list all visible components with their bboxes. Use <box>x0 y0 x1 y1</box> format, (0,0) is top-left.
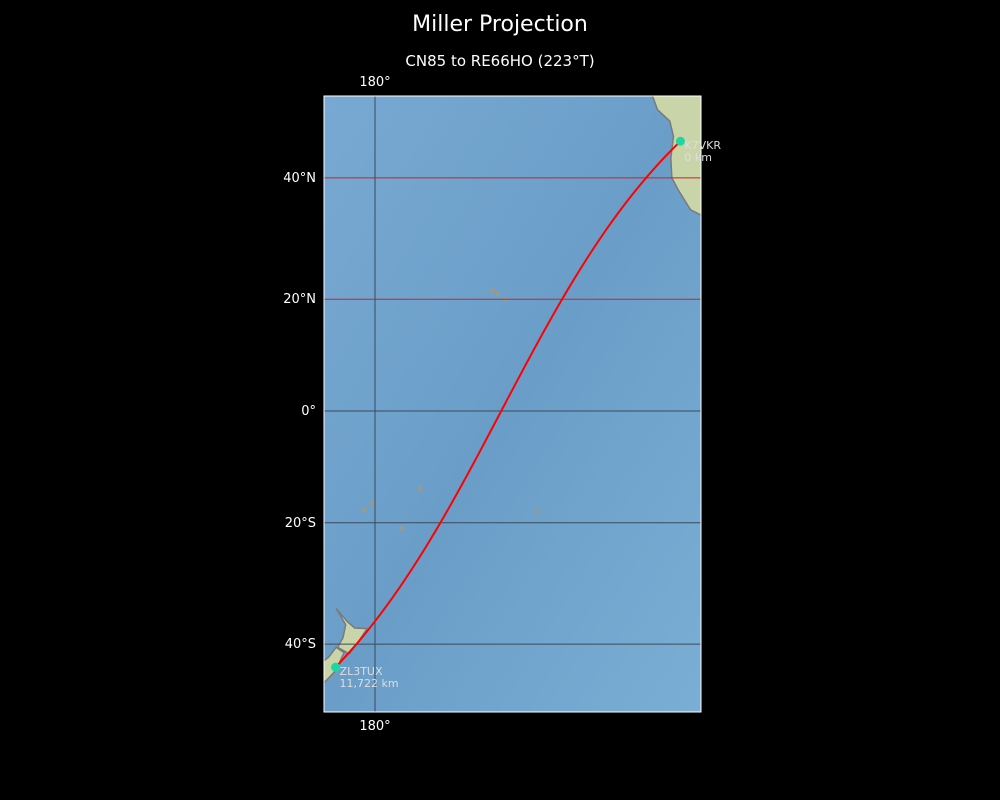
lat-tick-label: 40°N <box>283 171 316 186</box>
lat-tick-label: 40°S <box>285 637 316 652</box>
station-marker <box>675 136 685 146</box>
map-frame <box>323 95 702 713</box>
land-new-zealand-north <box>335 607 369 655</box>
station-callsign: K7VKR <box>684 139 721 152</box>
lat-tick-label: 20°N <box>283 292 316 307</box>
island <box>361 507 367 513</box>
island <box>535 508 541 514</box>
great-circle-path <box>334 140 682 668</box>
chart-subtitle: CN85 to RE66HO (223°T) <box>405 52 595 70</box>
island <box>369 500 375 506</box>
station-distance: 0 km <box>684 151 712 164</box>
station-callsign: ZL3TUX <box>340 665 383 678</box>
island <box>489 288 495 294</box>
station-marker <box>331 662 341 672</box>
lon-tick-label-bottom: 180° <box>359 719 390 734</box>
island <box>399 526 405 532</box>
map-area <box>324 96 701 712</box>
lon-tick-label-top: 180° <box>359 75 390 90</box>
land-north-america <box>651 96 701 216</box>
lat-tick-label: 20°S <box>285 516 316 531</box>
station-distance: 11,722 km <box>340 677 399 690</box>
chart-title: Miller Projection <box>412 12 588 37</box>
island <box>495 290 501 296</box>
lat-tick-label: 0° <box>301 404 316 419</box>
island <box>417 486 423 492</box>
ocean <box>324 96 701 712</box>
